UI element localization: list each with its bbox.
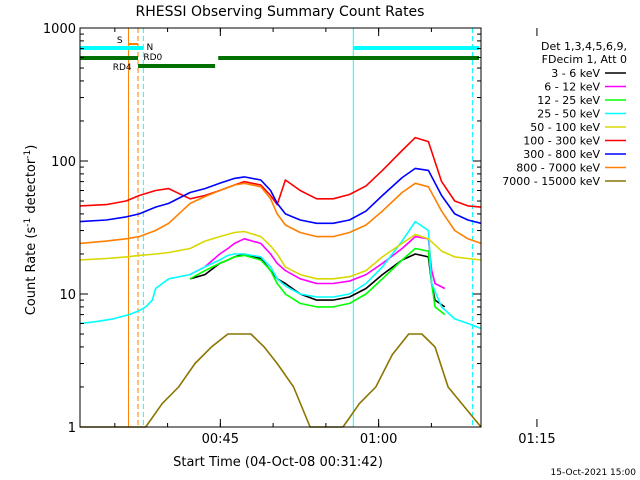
y-tick-label: 100 <box>51 155 76 170</box>
legend-label: 25 - 50 keV <box>537 108 600 121</box>
ylabel-sup2: -1 <box>23 150 33 159</box>
x-axis-label: Start Time (04-Oct-08 00:31:42) <box>173 455 383 470</box>
x-tick-label: 01:00 <box>360 432 397 447</box>
series-line-6 <box>79 136 482 208</box>
y-axis-label: Count Rate (s-1 detector-1) <box>23 145 39 316</box>
legend-label: 100 - 300 keV <box>523 135 600 148</box>
y-tick-label: 1 <box>68 421 76 436</box>
series-line-3 <box>189 247 446 316</box>
series-line-7 <box>79 167 482 225</box>
legend-header-line2: FDecim 1, Att 0 <box>542 53 627 66</box>
timestamp: 15-Oct-2021 15:00 <box>551 468 637 478</box>
rd4-flag-label: RD4 <box>113 63 132 73</box>
legend-label: 50 - 100 keV <box>530 121 600 134</box>
legend-header-line1: Det 1,3,4,5,6,9, <box>541 40 627 53</box>
y-tick-label: 1000 <box>43 22 76 37</box>
saa-flag-label: S <box>117 36 123 46</box>
rd0-flag-label: RD0 <box>143 53 162 63</box>
y-tick-label: 10 <box>59 288 76 303</box>
legend-label: 12 - 25 keV <box>537 94 600 107</box>
ylabel-part3: ) <box>24 145 39 150</box>
series-line-2 <box>189 235 446 290</box>
series-line-1 <box>189 253 446 308</box>
legend: Det 1,3,4,5,6,9, FDecim 1, Att 0 3 - 6 k… <box>502 40 627 188</box>
legend-label: 800 - 7000 keV <box>516 162 600 175</box>
plot-frame <box>79 27 482 428</box>
ylabel-sup1: -1 <box>23 218 33 227</box>
series-line-8 <box>79 182 482 245</box>
legend-label: 7000 - 15000 keV <box>502 175 600 188</box>
ylabel-part2: detector <box>24 158 39 218</box>
legend-label: 6 - 12 keV <box>544 81 600 94</box>
chart-title: RHESSI Observing Summary Count Rates <box>136 4 425 20</box>
series-line-4 <box>79 220 482 330</box>
x-tick-label: 01:15 <box>518 432 555 447</box>
x-tick-label: 00:45 <box>202 432 239 447</box>
series-line-5 <box>79 230 482 280</box>
ylabel-part1: Count Rate (s <box>24 227 39 316</box>
legend-label: 300 - 800 keV <box>523 148 600 161</box>
night-flag-label: N <box>146 43 153 53</box>
legend-label: 3 - 6 keV <box>551 67 600 80</box>
series-line-9 <box>80 333 482 428</box>
